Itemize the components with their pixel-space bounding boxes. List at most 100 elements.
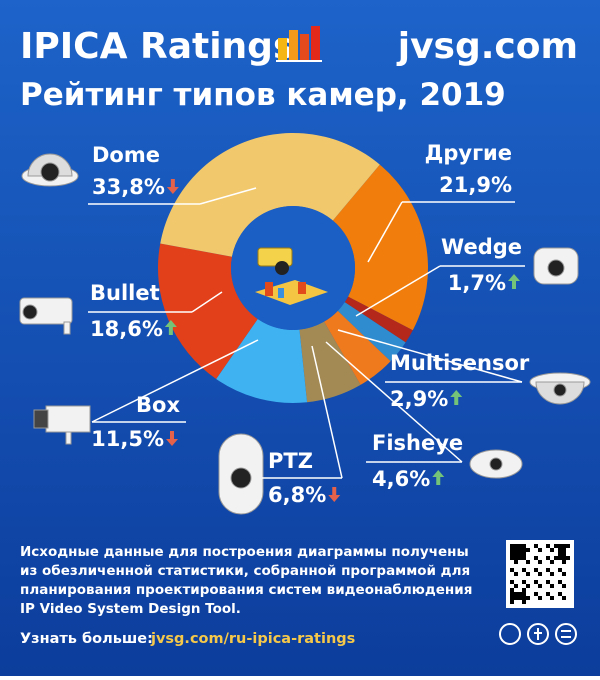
qr-cell xyxy=(526,584,530,588)
qr-cell xyxy=(534,580,538,584)
leader-line xyxy=(199,187,257,205)
qr-cell xyxy=(566,544,570,548)
value-label: 4,6% xyxy=(372,467,430,491)
qr-cell xyxy=(526,572,530,576)
title-icon xyxy=(276,26,322,62)
qr-cell xyxy=(510,580,514,584)
category-label: Другие xyxy=(425,141,512,165)
trend-arrow xyxy=(328,487,341,502)
qr-cell xyxy=(518,552,522,556)
leader-line xyxy=(337,329,523,383)
leader-line xyxy=(367,201,403,263)
qr-cell xyxy=(522,580,526,584)
site: jvsg.com xyxy=(396,26,578,67)
qr-cell xyxy=(534,592,538,596)
trend-arrow xyxy=(432,470,445,485)
trend-arrow xyxy=(164,320,177,335)
qr-cell xyxy=(514,560,518,564)
slice xyxy=(337,302,406,362)
category-label: Fisheye xyxy=(372,431,463,455)
qr-cell xyxy=(558,568,562,572)
value-label: 18,6% xyxy=(90,317,163,341)
qr-cell xyxy=(514,572,518,576)
qr-cell xyxy=(510,552,514,556)
value-label: 2,9% xyxy=(390,387,448,411)
qr-cell xyxy=(546,544,550,548)
note-line: Исходные данные для построения диаграммы… xyxy=(20,544,469,560)
qr-cell xyxy=(550,572,554,576)
note-line: планирования проектирования систем видео… xyxy=(20,582,472,598)
category-label: Dome xyxy=(92,143,160,167)
qr-code xyxy=(506,540,574,608)
qr-cell xyxy=(518,596,522,600)
qr-cell xyxy=(510,548,514,552)
qr-cell xyxy=(534,568,538,572)
qr-cell xyxy=(546,592,550,596)
qr-cell xyxy=(522,588,526,592)
qr-cell xyxy=(558,544,562,548)
title: IPICA Ratings xyxy=(20,26,294,67)
qr-cell xyxy=(562,556,566,560)
qr-cell xyxy=(510,600,514,604)
slice xyxy=(332,164,428,331)
value-label: 6,8% xyxy=(268,483,326,507)
license-icons xyxy=(499,623,577,645)
qr-cell xyxy=(510,592,514,596)
qr-cell xyxy=(538,560,542,564)
qr-cell xyxy=(518,556,522,560)
qr-cell xyxy=(510,588,514,592)
qr-cell xyxy=(558,556,562,560)
qr-cell xyxy=(534,556,538,560)
qr-cell xyxy=(514,596,518,600)
slice xyxy=(324,310,391,385)
category-label: Box xyxy=(136,393,180,417)
qr-cell xyxy=(558,592,562,596)
qr-cell xyxy=(562,552,566,556)
qr-cell xyxy=(550,548,554,552)
qr-cell xyxy=(546,580,550,584)
more-label: Узнать больше: xyxy=(20,631,153,647)
notes: Исходные данные для построения диаграммы… xyxy=(20,544,472,617)
note-line: IP Video System Design Tool. xyxy=(20,601,241,617)
qr-cell xyxy=(526,560,530,564)
center-icon xyxy=(255,247,328,305)
slice xyxy=(216,318,308,403)
slice xyxy=(160,133,380,257)
leader-line xyxy=(325,341,463,463)
leader-line xyxy=(191,291,223,313)
qr-cell xyxy=(562,548,566,552)
leader-line xyxy=(311,345,343,479)
qr-cell xyxy=(514,544,518,548)
qr-cell xyxy=(562,560,566,564)
qr-cell xyxy=(522,544,526,548)
qr-cell xyxy=(538,548,542,552)
qr-cell xyxy=(538,596,542,600)
qr-cell xyxy=(522,548,526,552)
qr-cell xyxy=(562,596,566,600)
note-line: из обезличенной статистики, собранной пр… xyxy=(20,563,470,579)
qr-cell xyxy=(550,560,554,564)
value-label: 21,9% xyxy=(439,173,512,197)
qr-cell xyxy=(558,580,562,584)
qr-cell xyxy=(558,552,562,556)
qr-cell xyxy=(546,556,550,560)
qr-cell xyxy=(554,544,558,548)
qr-cell xyxy=(538,584,542,588)
leader-line xyxy=(355,265,441,317)
category-label: PTZ xyxy=(268,449,313,473)
qr-cell xyxy=(562,572,566,576)
value-label: 1,7% xyxy=(448,271,506,295)
slice xyxy=(344,296,413,343)
qr-cell xyxy=(510,544,514,548)
donut xyxy=(157,133,428,403)
qr-cell xyxy=(518,592,522,596)
category-label: Bullet xyxy=(90,281,160,305)
qr-cell xyxy=(550,596,554,600)
qr-cell xyxy=(562,584,566,588)
qr-cell xyxy=(514,556,518,560)
link[interactable]: jvsg.com/ru-ipica-ratings xyxy=(150,631,355,647)
qr-cell xyxy=(522,600,526,604)
qr-cell xyxy=(562,544,566,548)
qr-cell xyxy=(546,568,550,572)
leader-line xyxy=(91,339,259,423)
